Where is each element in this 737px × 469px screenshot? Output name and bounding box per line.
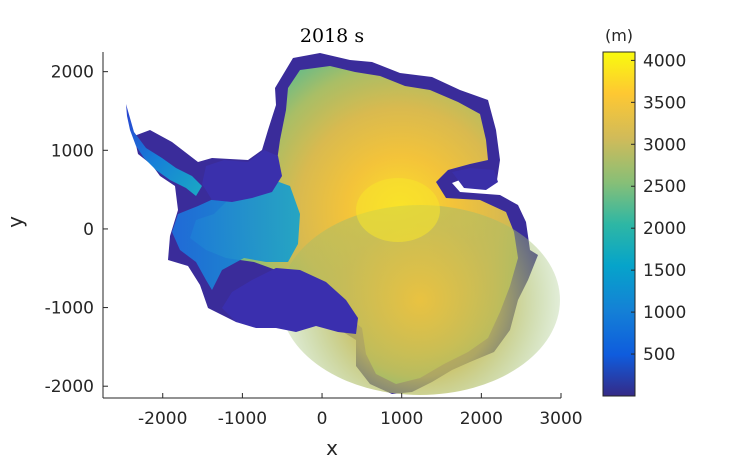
y-ticks: -2000 -1000 0 1000 2000 [45, 63, 108, 397]
colorbar-tick-label: 2500 [643, 177, 686, 197]
main-axes: -2000 -1000 0 1000 2000 3000 -2000 -1000 0 1000 2… [45, 52, 583, 429]
x-tick-label: 2000 [460, 409, 503, 429]
colorbar-gradient [602, 51, 636, 397]
dome-secondary [280, 205, 560, 395]
dome-summit [356, 178, 440, 242]
colorbar-tick-label: 4000 [643, 51, 686, 71]
colorbar-tick-label: 3500 [643, 93, 686, 113]
x-tick-label: 3000 [539, 409, 582, 429]
colorbar-tick-label: 2000 [643, 219, 686, 239]
weddell-ice-shelf [202, 150, 282, 202]
x-tick-label: 0 [317, 409, 328, 429]
y-tick-label: 0 [83, 220, 94, 240]
y-tick-label: 1000 [51, 141, 94, 161]
x-tick-label: -1000 [218, 409, 267, 429]
antarctic-peninsula [126, 104, 202, 196]
colorbar-tick-label: 1000 [643, 303, 686, 323]
colorbar-ticks: 500 1000 1500 2000 2500 3000 3500 4000 [631, 51, 686, 365]
colorbar: (m) 500 1000 1500 2000 2500 3000 3500 4000 [602, 26, 686, 397]
x-tick-label: -2000 [138, 409, 187, 429]
y-tick-label: -2000 [45, 377, 94, 397]
colorbar-tick-label: 1500 [643, 261, 686, 281]
plot-title: 2018 s [300, 25, 364, 47]
y-tick-label: 2000 [51, 63, 94, 83]
colorbar-tick-label: 500 [643, 345, 675, 365]
y-tick-label: -1000 [45, 299, 94, 319]
x-ticks: -2000 -1000 0 1000 2000 3000 [138, 393, 583, 429]
west-antarctica [172, 178, 300, 290]
map-layer [126, 53, 560, 395]
ross-ice-shelf [222, 268, 358, 334]
colorbar-unit-label: (m) [605, 26, 633, 45]
amery-ice-shelf [452, 168, 498, 190]
colorbar-tick-label: 3000 [643, 135, 686, 155]
x-axis-label: x [326, 436, 338, 460]
x-tick-label: 1000 [380, 409, 423, 429]
y-axis-label: y [3, 216, 27, 228]
